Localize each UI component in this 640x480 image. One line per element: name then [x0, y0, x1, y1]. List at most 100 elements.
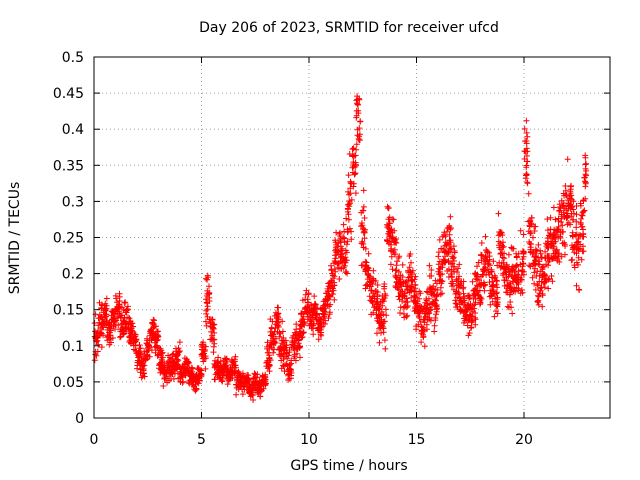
data-point [418, 327, 425, 334]
data-point [439, 290, 445, 297]
data-point [117, 333, 124, 340]
data-point [517, 227, 524, 234]
data-point [448, 261, 454, 268]
data-point [486, 262, 493, 269]
data-point [275, 324, 282, 330]
data-point [195, 380, 202, 387]
data-point [509, 310, 516, 317]
data-point [573, 282, 580, 289]
data-point [111, 318, 118, 325]
data-point [207, 336, 214, 343]
data-point [130, 323, 137, 330]
data-point [207, 320, 214, 327]
data-point [555, 218, 562, 224]
data-point [477, 297, 484, 304]
data-point [276, 333, 283, 340]
data-point [537, 287, 544, 294]
data-point [567, 188, 574, 195]
data-point [110, 310, 117, 317]
data-point [98, 301, 105, 308]
y-tick-label: 0 [75, 411, 84, 427]
data-point [487, 301, 494, 308]
data-point [541, 271, 548, 277]
data-point [409, 267, 416, 274]
data-point [328, 262, 334, 269]
data-point [357, 118, 364, 125]
data-point [578, 256, 585, 263]
data-point [170, 359, 177, 366]
data-point [113, 303, 120, 310]
data-point [395, 254, 402, 261]
data-point [152, 349, 159, 356]
data-point [353, 141, 360, 148]
data-point [512, 264, 519, 271]
data-point [530, 260, 537, 267]
data-point [581, 174, 588, 181]
data-point [202, 296, 209, 303]
data-point [504, 277, 510, 284]
data-point [507, 299, 514, 305]
data-point [531, 269, 538, 276]
data-point [564, 156, 571, 163]
data-point [579, 248, 586, 255]
data-point [359, 222, 366, 229]
data-point [351, 171, 358, 178]
data-point [497, 251, 504, 257]
data-point [336, 276, 343, 282]
data-point [182, 366, 189, 373]
data-point [531, 223, 538, 230]
data-point [354, 132, 361, 139]
data-point [548, 273, 555, 279]
data-point [173, 352, 180, 359]
data-point [580, 226, 586, 233]
data-point [428, 267, 435, 273]
data-point [460, 278, 467, 285]
data-point [195, 365, 202, 372]
data-point [575, 235, 582, 242]
data-point [432, 315, 439, 321]
data-point [94, 348, 101, 355]
data-point [131, 331, 138, 338]
data-point [391, 227, 398, 234]
data-point [206, 294, 213, 301]
data-point [423, 288, 430, 295]
data-point [368, 297, 375, 304]
data-point [539, 303, 546, 310]
data-point [521, 125, 528, 132]
data-point [271, 313, 278, 319]
data-point [462, 313, 469, 320]
data-point [202, 318, 209, 325]
data-point [363, 259, 370, 266]
data-point [447, 226, 454, 233]
data-point [281, 353, 288, 360]
data-point [134, 359, 141, 366]
data-point [315, 325, 322, 331]
data-point [417, 290, 424, 297]
data-point [413, 306, 420, 313]
data-point [101, 305, 108, 312]
data-point [534, 268, 541, 275]
data-point [452, 300, 459, 307]
data-point [264, 339, 271, 346]
data-point [378, 329, 384, 336]
data-point [140, 367, 147, 374]
data-point [497, 229, 504, 236]
data-point [112, 326, 118, 333]
data-point [264, 357, 271, 364]
data-point [337, 258, 344, 265]
data-point [524, 179, 531, 186]
data-point [531, 228, 538, 234]
data-point [140, 362, 147, 369]
data-point [409, 276, 416, 283]
data-point [350, 180, 357, 187]
data-point [151, 317, 158, 324]
data-point [315, 336, 322, 343]
data-point [545, 253, 552, 259]
data-point [465, 332, 472, 339]
data-point [447, 213, 454, 220]
data-point [344, 205, 351, 212]
x-tick-label: 5 [197, 432, 206, 448]
data-point [204, 313, 211, 320]
data-point [154, 342, 160, 349]
data-point [544, 227, 551, 234]
